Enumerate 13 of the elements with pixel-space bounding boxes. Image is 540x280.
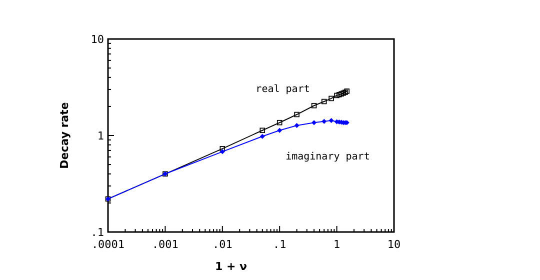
y-axis-title: Decay rate xyxy=(58,102,71,169)
x-tick-label: .01 xyxy=(212,238,232,251)
series-label: imaginary part xyxy=(286,152,370,163)
y-tick-label: 1 xyxy=(97,130,104,142)
x-tick-label: .0001 xyxy=(91,238,125,251)
x-tick-label: .1 xyxy=(272,238,286,251)
x-tick-label: 10 xyxy=(387,238,401,251)
series-label: real part xyxy=(256,84,310,96)
y-tick-label: .1 xyxy=(90,226,104,239)
x-axis-title: 1 + ν xyxy=(214,260,248,273)
y-tick-label: 10 xyxy=(90,33,104,46)
x-tick-label: .001 xyxy=(152,238,178,251)
x-tick-label: 1 xyxy=(333,238,340,251)
